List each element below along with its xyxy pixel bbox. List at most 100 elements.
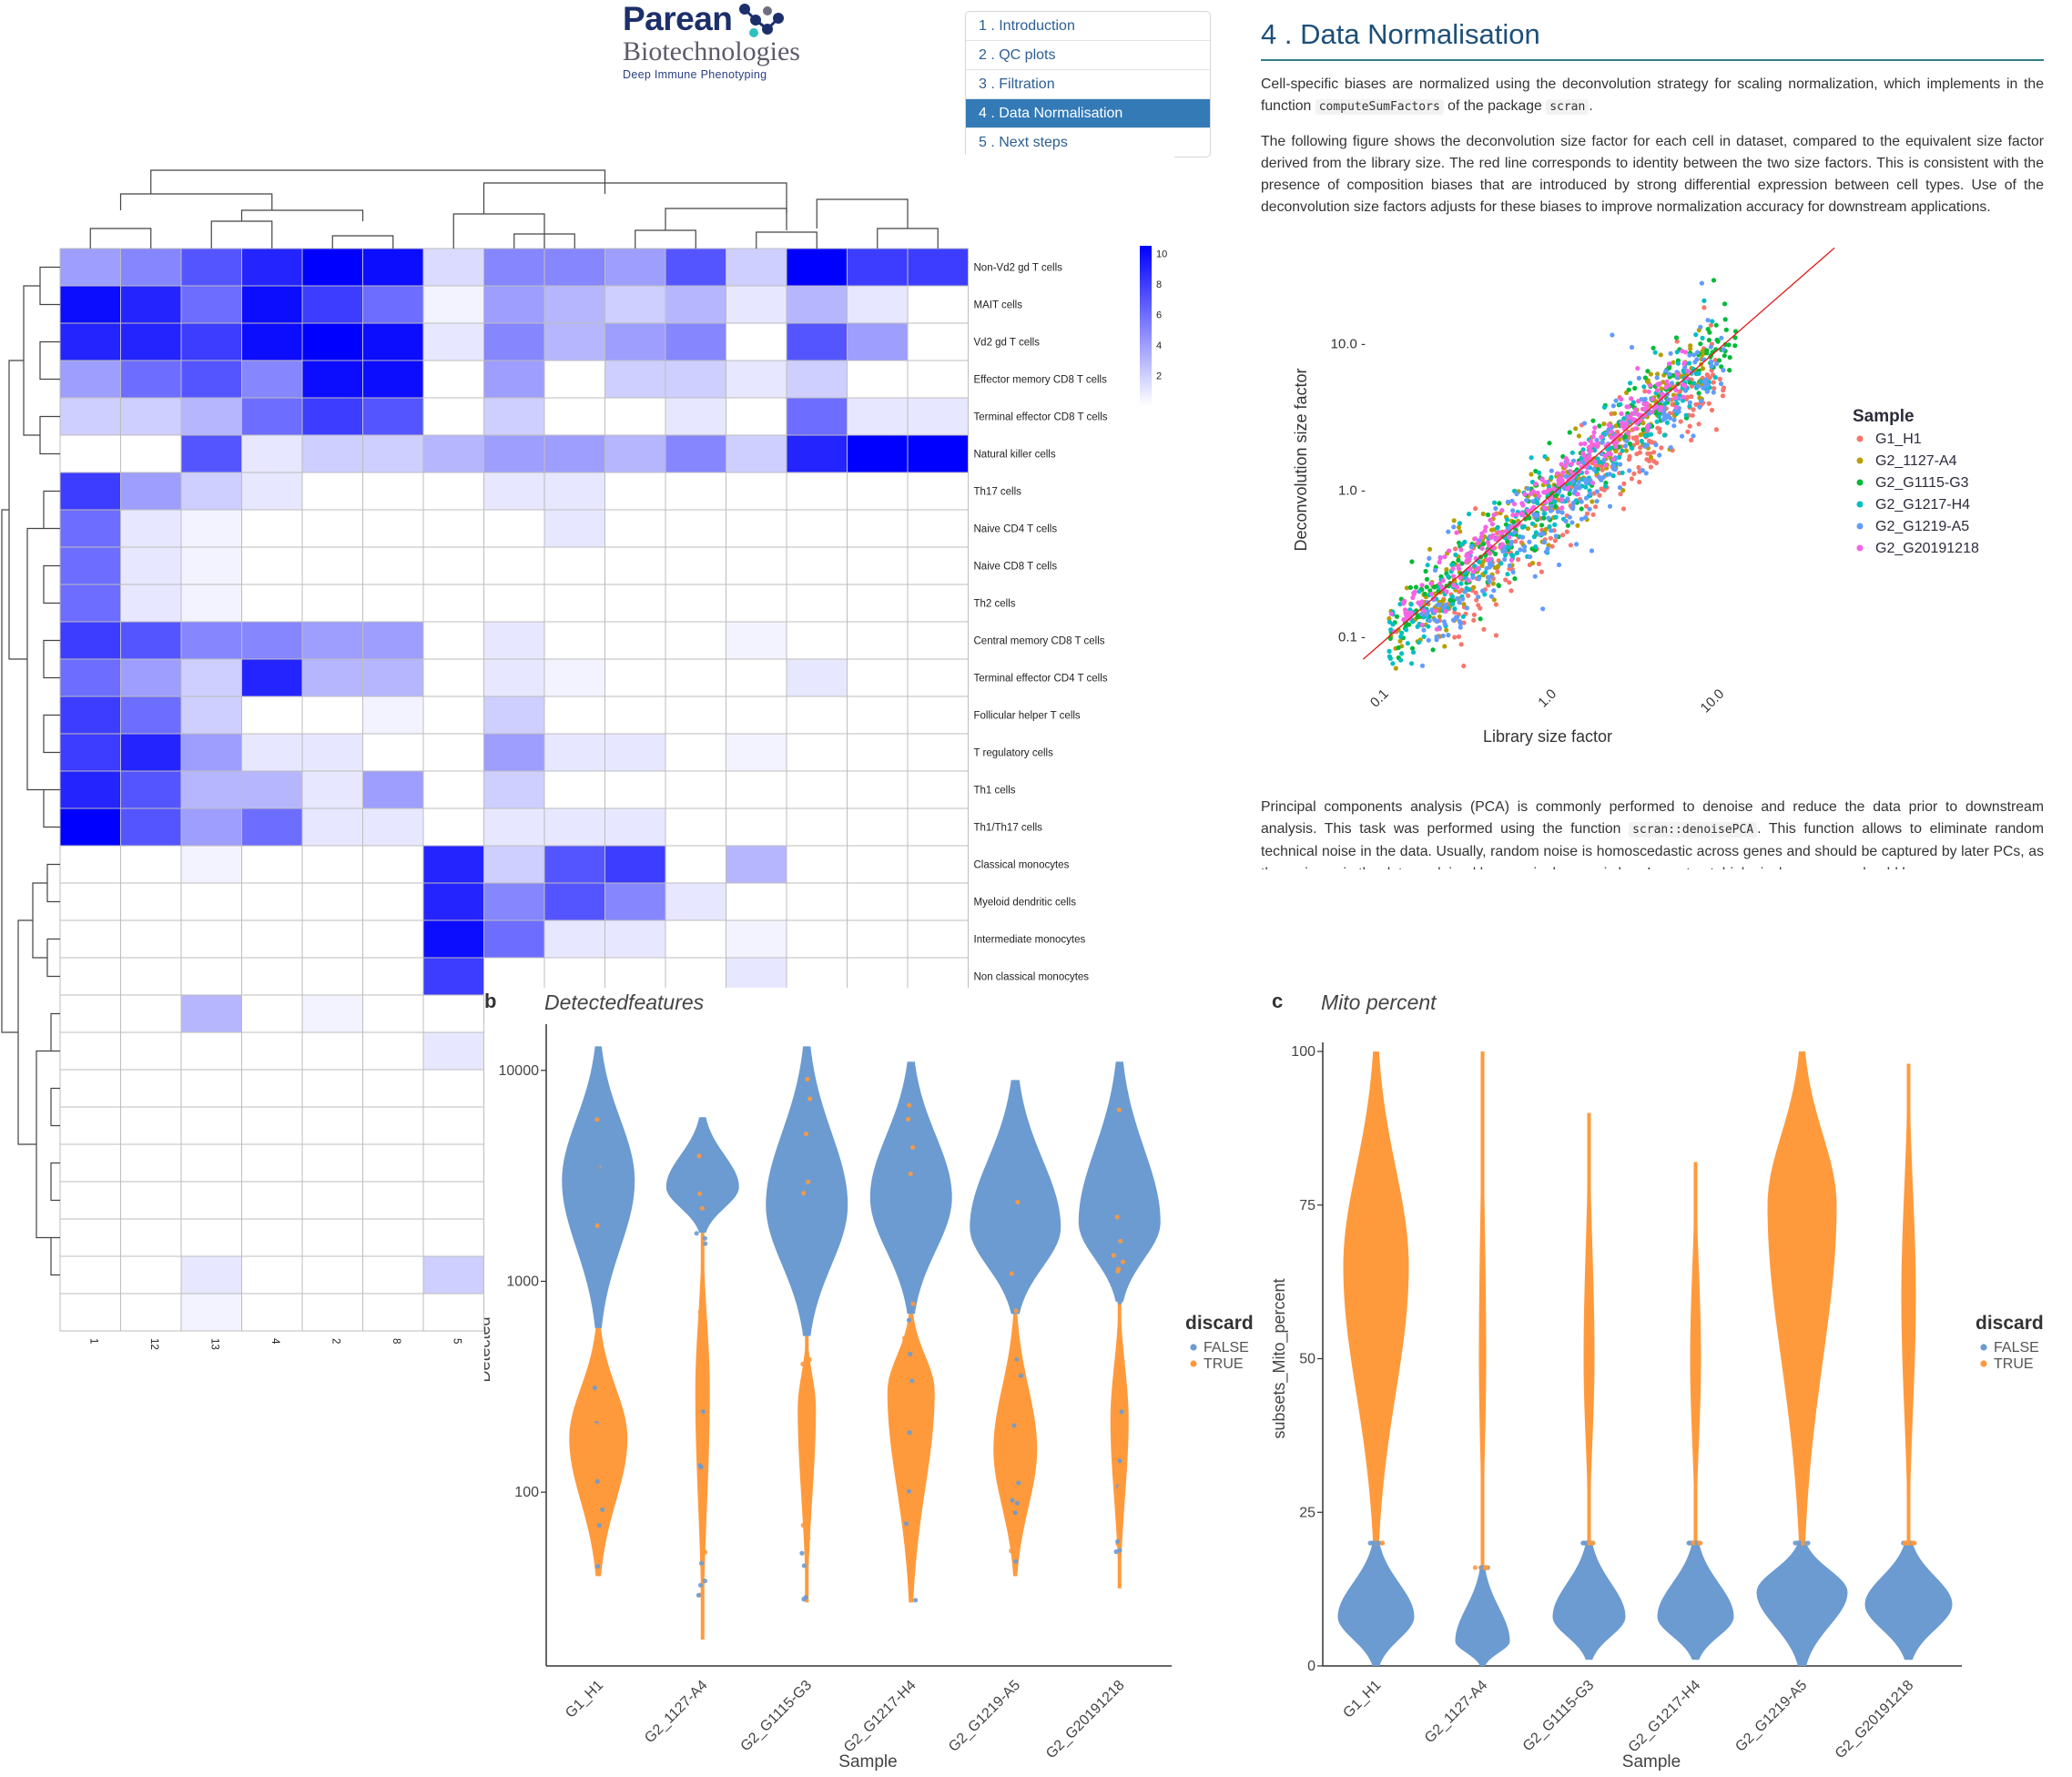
violin-point [1010, 1498, 1015, 1503]
violin-point [700, 1536, 706, 1541]
paragraph-3-text-b: . This function allows to eliminate rand… [1261, 821, 2044, 869]
scatter-point [1636, 412, 1641, 418]
scatter-point [1599, 434, 1604, 440]
violin-point [799, 1550, 805, 1556]
heatmap-cell [241, 957, 303, 996]
scatter-point [1493, 536, 1498, 542]
heatmap-cell [604, 696, 666, 735]
scatter-point [1462, 539, 1468, 544]
heatmap-cell [786, 285, 848, 324]
scatter-point [1388, 627, 1394, 633]
scatter-point [1539, 569, 1544, 574]
heatmap-col-dendrogram [210, 220, 273, 249]
scatter-point [1660, 391, 1665, 397]
heatmap-cell [120, 1106, 182, 1145]
violin-point [1011, 1423, 1017, 1428]
scatter-point [1682, 350, 1689, 355]
heatmap-cell [422, 845, 484, 884]
scatter-point [1417, 589, 1422, 594]
scatter-point [1553, 503, 1559, 509]
scatter-point [1429, 591, 1435, 597]
scatter-point [1419, 599, 1425, 604]
heatmap-cell [726, 733, 787, 772]
scatter-point [1522, 492, 1528, 497]
scatter-point [1490, 581, 1496, 586]
toc-item-filtration[interactable]: 3 . Filtration [966, 70, 1210, 99]
scatter-point [1625, 431, 1630, 436]
scatter-point [1549, 503, 1554, 509]
scatter-point [1664, 379, 1670, 384]
violin-legend-title: discard [1185, 1313, 1254, 1334]
violin-point [1017, 1354, 1022, 1360]
heatmap-cell [180, 434, 242, 473]
heatmap-row-dendrogram [50, 1236, 60, 1276]
toc-item-data-normalisation[interactable]: 4 . Data Normalisation [966, 99, 1210, 128]
heatmap-cell [120, 397, 182, 436]
scatter-point [1453, 552, 1458, 558]
violin-point [1472, 1565, 1478, 1570]
heatmap-cell [422, 397, 484, 436]
scatter-point [1630, 417, 1636, 422]
scatter-point [1629, 344, 1635, 350]
heatmap-cell [726, 807, 787, 847]
heatmap-cell [59, 994, 121, 1033]
scatter-point [1575, 492, 1580, 497]
scatter-point [1408, 602, 1414, 607]
heatmap-cell [241, 658, 303, 697]
violin-point [1117, 1299, 1122, 1305]
paragraph-3: Principal components analysis (PCA) is c… [1261, 797, 2044, 869]
scatter-point [1642, 443, 1648, 449]
heatmap-cell [907, 882, 969, 921]
heatmap-cell [422, 882, 484, 921]
scatter-point [1609, 434, 1614, 440]
heatmap-cell [180, 882, 242, 921]
heatmap-cell [907, 546, 969, 585]
violin-point [699, 1221, 705, 1227]
toc-item-introduction[interactable]: 1 . Introduction [966, 12, 1210, 41]
heatmap-cell [180, 845, 242, 884]
heatmap-cell [907, 807, 969, 847]
violin-point [1691, 1540, 1696, 1546]
toc-item-qc-plots[interactable]: 2 . QC plots [966, 41, 1210, 70]
violin-point [806, 1192, 811, 1197]
scatter-legend-swatch [1856, 544, 1864, 552]
violin-true-G2_G1217-H4 [887, 1314, 935, 1603]
violin-point [804, 1470, 809, 1476]
scatter-point [1687, 403, 1692, 409]
scatter-point [1635, 366, 1640, 371]
heatmap-cell [180, 1069, 242, 1108]
heatmap-cell [422, 807, 484, 847]
heatmap-cell [786, 397, 848, 436]
heatmap-cell [59, 1143, 121, 1183]
heatmap-cell [543, 882, 605, 921]
heatmap-cell [665, 845, 726, 884]
violin-point [805, 1076, 810, 1082]
heatmap-cell [543, 509, 605, 548]
scatter-point [1514, 550, 1519, 556]
heatmap-cell [120, 1293, 182, 1332]
violin-x-tick-label: G1_H1 [563, 1678, 606, 1721]
heatmap-cell [180, 1106, 242, 1145]
toc-item-next-steps[interactable]: 5 . Next steps [979, 135, 1068, 150]
heatmap-cell [483, 285, 545, 324]
scatter-point [1552, 499, 1558, 505]
scatter-point [1404, 613, 1409, 618]
scatter-point [1594, 444, 1600, 450]
heatmap-cell [543, 845, 605, 884]
heatmap-cell [241, 994, 303, 1033]
scatter-point [1411, 649, 1417, 655]
scatter-point [1414, 584, 1419, 590]
heatmap-cell [483, 807, 545, 847]
scatter-point [1481, 541, 1487, 546]
heatmap-cell [180, 509, 242, 548]
colorbar-tick-label: 4 [1156, 340, 1162, 351]
violin-legend-label: TRUE [1204, 1356, 1244, 1372]
heatmap-cell [422, 957, 484, 996]
scatter-point [1449, 602, 1456, 607]
scatter-point [1673, 388, 1679, 393]
scatter-point [1442, 554, 1447, 560]
scatter-point [1630, 435, 1636, 441]
heatmap-row-label: Non classical monocytes [974, 972, 1090, 983]
violin-point [907, 1430, 912, 1436]
heatmap-row-label: MAIT cells [974, 300, 1023, 311]
